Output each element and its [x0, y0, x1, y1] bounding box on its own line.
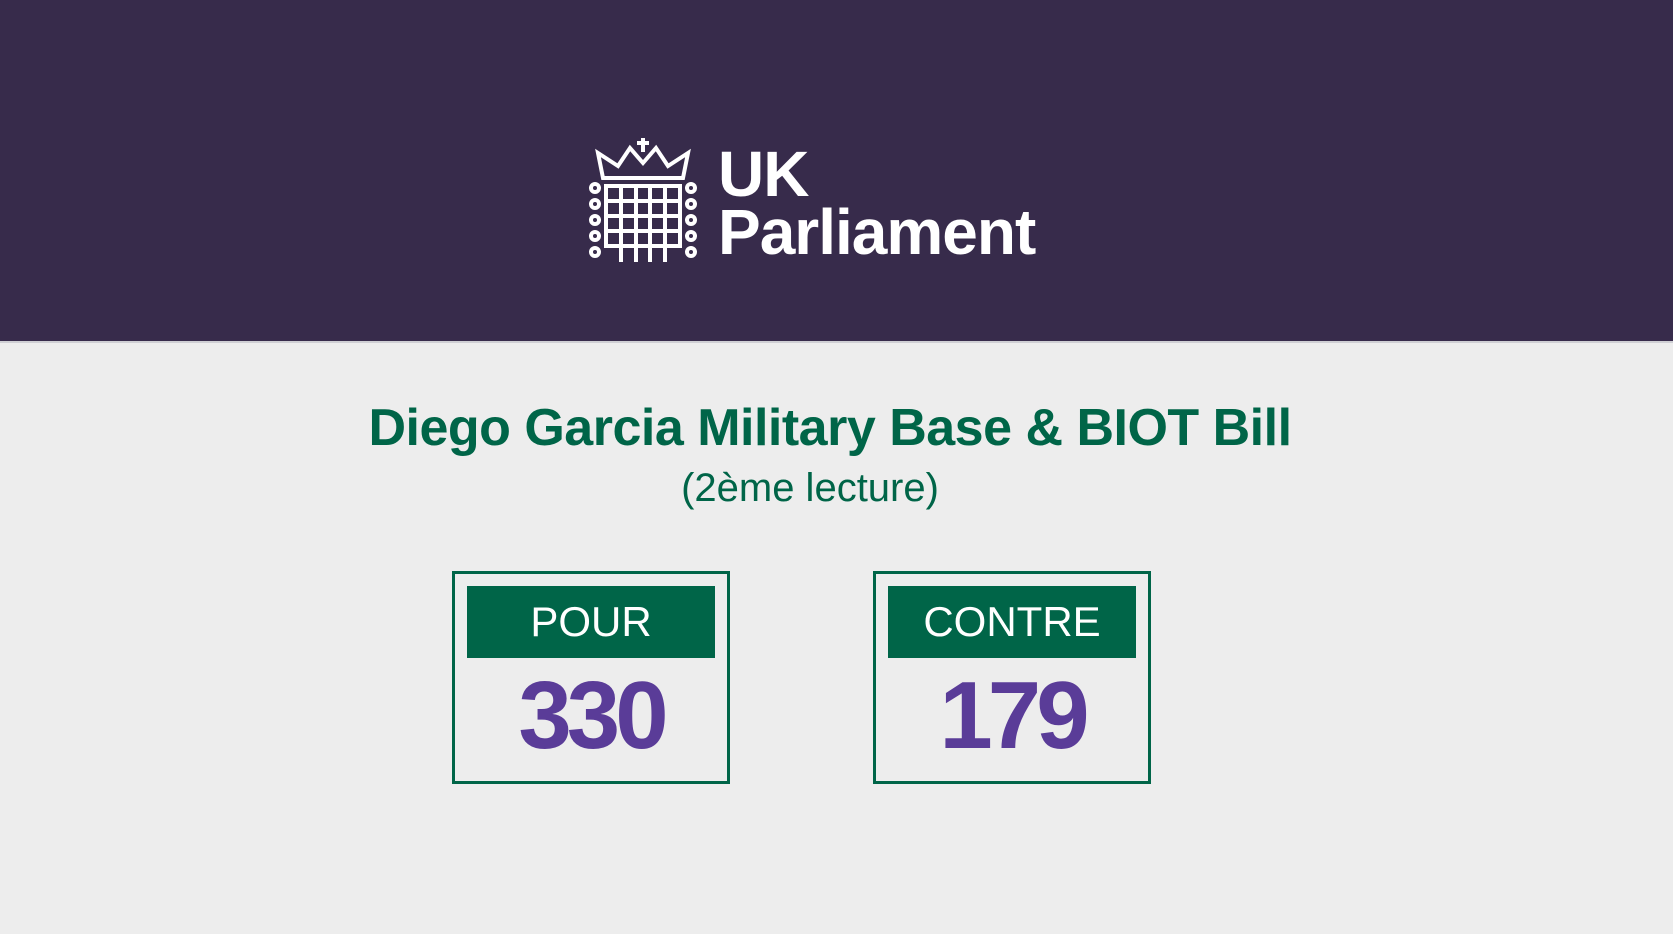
vote-label: POUR: [467, 586, 715, 658]
uk-parliament-logo: UK Parliament: [588, 138, 1036, 268]
portcullis-icon: [589, 138, 697, 262]
vote-count: 179: [939, 662, 1089, 769]
vote-label: CONTRE: [888, 586, 1136, 658]
header-banner: UK Parliament: [0, 0, 1673, 343]
vote-box-ayes: POUR 330: [452, 571, 730, 784]
vote-box-noes: CONTRE 179: [873, 571, 1151, 784]
logo-text-uk: UK: [718, 138, 809, 210]
bill-subtitle: (2ème lecture): [681, 466, 939, 510]
logo-text-parliament: Parliament: [718, 196, 1036, 268]
logo-text: UK Parliament: [718, 138, 1036, 268]
vote-count: 330: [518, 662, 668, 769]
bill-title: Diego Garcia Military Base & BIOT Bill: [368, 399, 1292, 457]
